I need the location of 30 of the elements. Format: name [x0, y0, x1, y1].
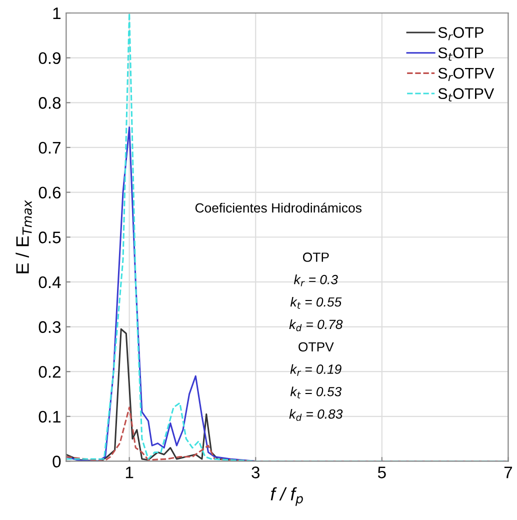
y-tick-label: 0.5 — [38, 232, 61, 244]
x-tick-label: 7 — [504, 466, 512, 478]
annotation: k$_{d}$ = 0.83 — [289, 409, 343, 421]
y-tick-label: 0.4 — [38, 276, 61, 288]
x-tick-label: 3 — [252, 466, 260, 478]
x-tick-label: 5 — [378, 466, 386, 478]
annotation: Coeficientes Hidrodinámicos — [195, 202, 362, 213]
legend-label: S$_{t}$OTPV — [438, 88, 494, 102]
annotation: k$_{t}$ = 0.55 — [290, 296, 342, 309]
annotation: OTPV — [298, 342, 334, 352]
y-tick-label: 1 — [53, 8, 60, 20]
y-tick-label: 0.2 — [38, 366, 60, 378]
annotation: OTP — [302, 252, 329, 262]
legend-label: S$_{r}$OTPV — [438, 68, 494, 82]
legend-label: S$_{r}$OTP — [438, 27, 484, 40]
y-tick-label: 0.1 — [38, 410, 61, 423]
y-axis-title: E / E$_{Tmax}$ — [16, 200, 32, 274]
annotation: k$_{r}$ = 0.19 — [290, 364, 342, 376]
y-tick-label: 0 — [52, 456, 61, 468]
y-tick-label: 0.3 — [38, 321, 61, 333]
x-axis-title: f / f$_{p}$ — [270, 487, 303, 506]
x-tick-label: 1 — [126, 466, 134, 478]
y-tick-label: 0.9 — [38, 52, 61, 64]
y-tick-label: 0.8 — [38, 97, 61, 109]
annotation: k$_{d}$ = 0.78 — [289, 319, 343, 332]
y-tick-label: 0.7 — [38, 142, 60, 154]
annotation: k$_{r}$ = 0.3 — [294, 274, 338, 286]
y-tick-label: 0.6 — [38, 186, 61, 198]
annotation: k$_{t}$ = 0.53 — [290, 386, 342, 398]
legend-label: S$_{t}$OTP — [438, 47, 484, 61]
